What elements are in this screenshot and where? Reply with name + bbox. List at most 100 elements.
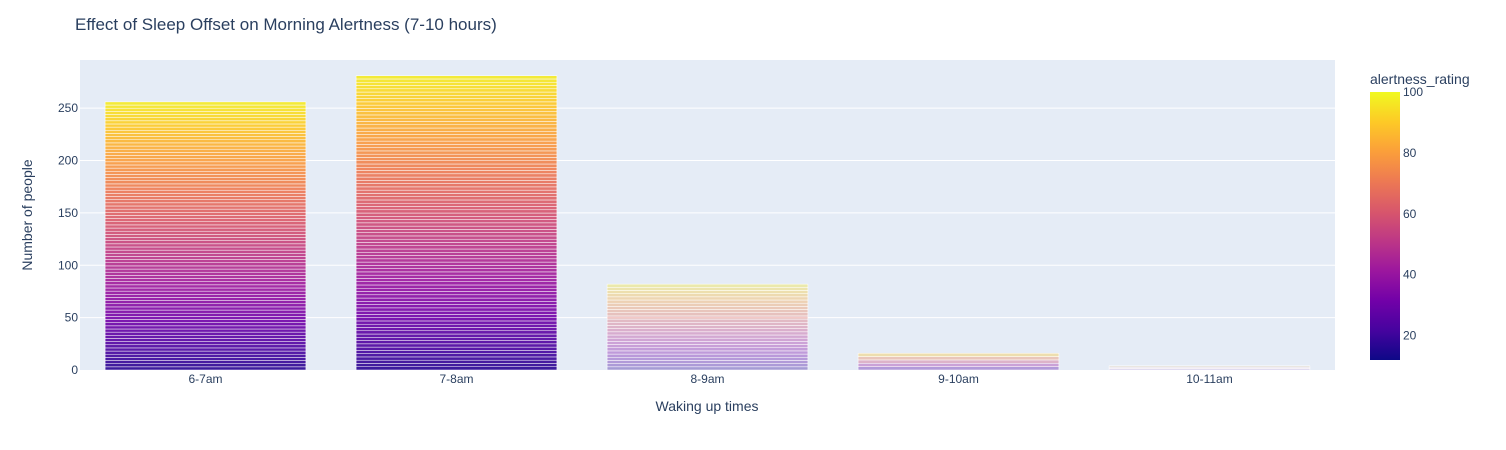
bar-segment [104, 265, 307, 270]
bar-segment [606, 337, 809, 342]
bar-segment [606, 299, 809, 304]
bar-segment [606, 302, 809, 307]
bar-segment [104, 180, 307, 185]
bar-segment [104, 136, 307, 140]
bar-segment [104, 174, 307, 178]
bar-segment [104, 161, 307, 166]
colorbar-tick-label: 100 [1403, 85, 1423, 99]
bar-segment [104, 290, 307, 295]
bar-segment [104, 186, 307, 191]
bar-segment [355, 173, 558, 178]
bar-segment [355, 108, 558, 112]
bar-segment [104, 196, 307, 200]
colorbar-tick-label: 60 [1403, 207, 1417, 221]
bar-segment [104, 139, 307, 144]
bar-segment [104, 126, 307, 131]
bar-segment [104, 221, 307, 226]
bar-segment [606, 290, 809, 294]
bar-segment [355, 121, 558, 126]
bar-segment [355, 104, 558, 109]
bar-segment [104, 271, 307, 276]
bar-segment [355, 199, 558, 204]
bar-segment [355, 167, 558, 171]
bar-segment [104, 253, 307, 257]
bar-segment [355, 346, 558, 351]
bar-segment [355, 297, 558, 302]
bar-segment [104, 212, 307, 216]
bar-segment [104, 215, 307, 219]
bar-segment [104, 145, 307, 150]
bar-10-11am [1108, 365, 1311, 371]
bar-segment [606, 357, 809, 361]
bar-segment [606, 353, 809, 358]
bar-segment [104, 158, 307, 163]
bar-segment [104, 218, 307, 223]
bar-segment [857, 359, 1060, 364]
bar-segment [355, 219, 558, 224]
bar-segment [355, 95, 558, 99]
bar-segment [104, 297, 307, 301]
bar-segment [104, 350, 307, 355]
bar-segment [104, 111, 307, 115]
bar-segment [104, 227, 307, 232]
bar-segment [355, 127, 558, 132]
bar-segment [104, 331, 307, 336]
bar-segment [104, 262, 307, 267]
bar-segment [104, 199, 307, 204]
x-tick-label: 10-11am [1186, 372, 1232, 386]
x-tick-label: 8-9am [690, 372, 724, 386]
y-tick-label: 0 [71, 363, 78, 377]
bar-segment [355, 225, 558, 230]
bar-segment [606, 360, 809, 364]
bar-segment [355, 153, 558, 158]
bar-segment [355, 366, 558, 371]
bar-segment [104, 294, 307, 298]
bar-segment [355, 117, 558, 122]
bar-segment [355, 163, 558, 168]
colorbar-tick-labels: 20 40 60 80 100 [1403, 85, 1423, 343]
bar-segment [104, 114, 307, 118]
bar-segment [104, 249, 307, 254]
bar-segment [104, 360, 307, 364]
bar-segment [355, 229, 558, 233]
bar-segment [355, 183, 558, 188]
bar-segment [104, 366, 307, 371]
bar-segment [355, 317, 558, 322]
bar-segment [355, 327, 558, 332]
bar-segment [355, 288, 558, 292]
bar-segment [104, 230, 307, 235]
bar-segment [104, 117, 307, 122]
bar-segment [104, 328, 307, 333]
bar-segment [104, 281, 307, 286]
bar-segment [355, 85, 558, 90]
bars [104, 75, 1311, 371]
bar-segment [355, 91, 558, 96]
bar-segment [104, 357, 307, 361]
bar-segment [355, 114, 558, 119]
bar-segment [355, 252, 558, 256]
bar-segment [104, 309, 307, 314]
bar-segment [355, 232, 558, 237]
bar-segment [355, 350, 558, 354]
bar-segment [355, 170, 558, 175]
bar-segment [104, 171, 307, 175]
bar-segment [355, 294, 558, 299]
colorbar-title: alertness_rating [1370, 71, 1470, 87]
bar-segment [355, 140, 558, 145]
y-tick-label: 150 [58, 206, 78, 220]
bar-segment [355, 111, 558, 116]
bar-segment [355, 176, 558, 181]
bar-segment [104, 167, 307, 172]
bar-segment [606, 287, 809, 291]
bar-segment [606, 366, 809, 371]
bar-segment [104, 278, 307, 282]
bar-segment [355, 245, 558, 250]
bar-segment [104, 246, 307, 251]
bar-segment [104, 284, 307, 289]
bar-segment [104, 344, 307, 349]
bar-segment [606, 318, 809, 323]
bar-segment [104, 130, 307, 134]
bar-segment [355, 137, 558, 142]
bar-segment [355, 248, 558, 253]
